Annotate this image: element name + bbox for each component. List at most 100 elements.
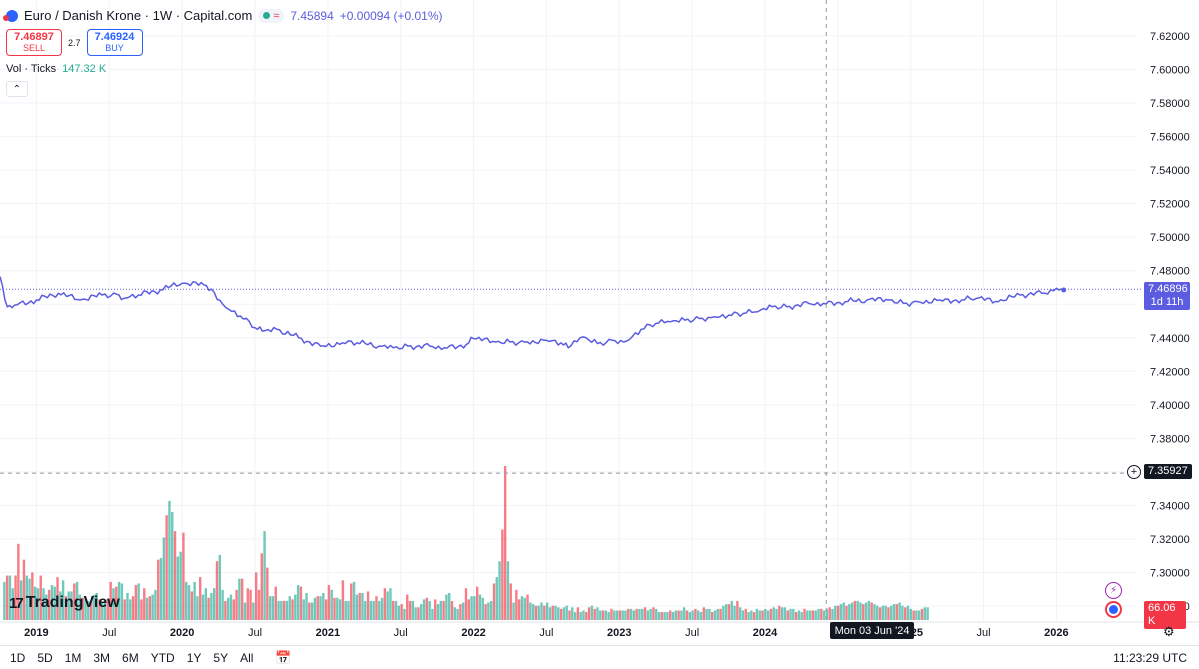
volume-bar <box>669 610 672 620</box>
volume-bar <box>173 531 177 620</box>
range-5d-button[interactable]: 5D <box>37 650 53 665</box>
collapse-legend-button[interactable]: ⌃ <box>6 81 28 97</box>
volume-bar <box>825 608 829 620</box>
y-tick-label: 7.38000 <box>1150 433 1190 445</box>
tradingview-mark-icon: 17 <box>9 594 24 612</box>
x-tick-label: Jul <box>977 627 991 639</box>
volume-bar <box>694 608 697 620</box>
volume-bar <box>75 581 79 620</box>
volume-bar <box>252 602 255 620</box>
volume-bar <box>260 553 263 620</box>
volume-bar <box>895 604 899 620</box>
volume-bar <box>646 610 650 620</box>
calendar-icon[interactable]: 📅 <box>275 649 292 665</box>
volume-bar <box>680 610 683 620</box>
volume-bar <box>747 612 750 620</box>
volume-bar <box>741 610 745 620</box>
volume-bar <box>352 581 356 620</box>
volume-bar <box>632 610 636 620</box>
utc-clock[interactable]: 11:23:29 UTC <box>1113 650 1187 665</box>
symbol-title[interactable]: Euro / Danish Krone · 1W · Capital.com <box>24 8 253 23</box>
volume-bar <box>140 599 143 620</box>
volume-bar <box>878 607 882 620</box>
range-6m-button[interactable]: 6M <box>122 650 139 665</box>
volume-bar <box>254 572 258 620</box>
volume-bar <box>64 596 68 620</box>
volume-bar <box>489 600 493 620</box>
volume-bar <box>45 594 48 620</box>
volume-bar <box>229 594 233 620</box>
volume-bar <box>137 583 140 620</box>
y-tick-label: 7.56000 <box>1150 132 1190 144</box>
sell-label: SELL <box>22 42 46 53</box>
volume-bar <box>436 604 440 620</box>
volume-bar <box>677 610 680 620</box>
volume-bar <box>120 583 124 620</box>
range-ytd-button[interactable]: YTD <box>150 650 175 665</box>
volume-bar <box>881 605 885 620</box>
volume-bar <box>492 583 496 620</box>
volume-bar <box>862 604 865 620</box>
volume-bar <box>341 580 345 620</box>
volume-bar <box>638 608 641 620</box>
volume-bar <box>613 610 616 620</box>
volume-bar <box>98 599 101 620</box>
volume-bar <box>898 602 901 620</box>
volume-bar <box>543 605 546 620</box>
volume-bar <box>820 608 823 620</box>
volume-bar <box>394 600 398 620</box>
events-flag-icon[interactable] <box>1105 601 1122 618</box>
range-1y-button[interactable]: 1Y <box>186 650 202 665</box>
sell-button[interactable]: 7.46897 SELL <box>6 29 62 56</box>
volume-bar <box>481 597 484 620</box>
volume-bar <box>808 610 812 620</box>
volume-bar <box>766 610 770 620</box>
volume-bar <box>53 586 56 620</box>
volume-bar <box>582 610 585 620</box>
range-1d-button[interactable]: 1D <box>10 650 26 665</box>
volume-bar <box>822 610 826 620</box>
volume-bar <box>3 581 6 620</box>
volume-bar <box>738 607 742 620</box>
tradingview-logo[interactable]: 17 TradingView <box>9 594 120 612</box>
volume-bar <box>884 605 887 620</box>
volume-bar <box>417 607 420 620</box>
volume-bar <box>193 581 196 620</box>
volume-bar <box>697 610 700 620</box>
volume-bar <box>710 612 714 620</box>
volume-bar <box>870 602 873 620</box>
volume-bar <box>828 607 831 620</box>
volume-bar <box>324 599 328 620</box>
price-chart[interactable]: 7.62000 7.60000 7.58000 7.56000 7.54000 7.520… <box>0 0 1199 645</box>
volume-bar <box>400 604 403 620</box>
range-1m-button[interactable]: 1M <box>64 650 82 665</box>
x-tick-label: Jul <box>685 627 699 639</box>
volume-bar <box>95 593 98 620</box>
range-all-button[interactable]: All <box>240 650 254 665</box>
y-tick-label: 7.34000 <box>1150 500 1190 512</box>
y-tick-label: 7.54000 <box>1150 165 1190 177</box>
volume-legend[interactable]: Vol · Ticks 147.32 K <box>6 63 106 75</box>
market-status[interactable]: ≈ <box>258 8 285 23</box>
trade-panel: 7.46897 SELL 2.7 7.46924 BUY <box>6 29 143 56</box>
volume-legend-label: Vol · Ticks <box>6 63 57 75</box>
volume-bar <box>842 602 845 620</box>
volume-bar <box>81 597 84 620</box>
volume-bar <box>904 607 907 620</box>
range-5y-button[interactable]: 5Y <box>213 650 229 665</box>
lightning-icon[interactable]: ⚡ <box>1105 582 1122 599</box>
buy-button[interactable]: 7.46924 BUY <box>86 29 143 56</box>
volume-bar <box>699 612 703 620</box>
volume-bar <box>814 610 817 620</box>
volume-bar <box>224 600 227 620</box>
volume-bar <box>487 602 490 620</box>
volume-bar <box>201 594 205 620</box>
volume-bar <box>906 605 910 620</box>
volume-bar <box>607 612 610 620</box>
volume-bar <box>758 610 761 620</box>
range-3m-button[interactable]: 3M <box>93 650 111 665</box>
settings-gear-icon[interactable]: ⚙ <box>1163 624 1175 639</box>
volume-bar <box>154 589 157 620</box>
market-open-icon <box>263 12 271 19</box>
add-alert-plus-icon[interactable]: + <box>1127 465 1141 479</box>
